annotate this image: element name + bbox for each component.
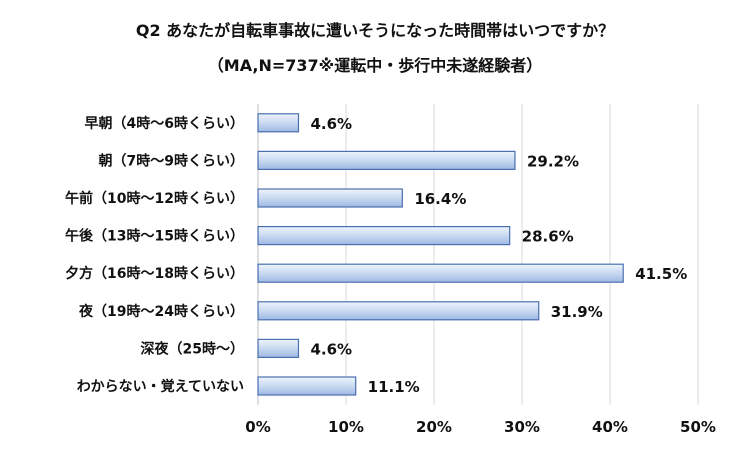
data-label: 31.9% xyxy=(551,303,603,321)
category-label: 午後（13時～15時くらい） xyxy=(65,228,244,245)
data-label: 11.1% xyxy=(368,378,420,396)
category-label: 早朝（4時～6時くらい） xyxy=(85,115,244,132)
data-label: 16.4% xyxy=(414,190,466,208)
x-tick-label: 50% xyxy=(680,418,716,436)
bar xyxy=(257,226,511,246)
category-label: 夕方（16時～18時くらい） xyxy=(65,265,244,282)
x-tick-label: 30% xyxy=(504,418,540,436)
category-label: 深夜（25時～） xyxy=(141,340,244,357)
x-tick-label: 40% xyxy=(592,418,628,436)
x-tick-label: 20% xyxy=(416,418,452,436)
x-tick-label: 10% xyxy=(328,418,364,436)
data-label: 4.6% xyxy=(310,115,352,133)
chart-title: Q2 あなたが自転車事故に遭いそうになった時間帯はいつですか？ xyxy=(135,21,615,40)
category-label: 午前（10時～12時くらい） xyxy=(65,190,244,207)
category-label: 夜（19時～24時くらい） xyxy=(78,303,244,320)
bar xyxy=(257,113,300,133)
bar xyxy=(257,188,403,208)
x-tick-label: 0% xyxy=(245,418,270,436)
data-label: 4.6% xyxy=(310,340,352,358)
bar xyxy=(257,263,624,283)
data-label: 28.6% xyxy=(522,228,574,246)
bar xyxy=(257,338,300,358)
bar xyxy=(257,150,516,170)
category-label: わからない・覚えていない xyxy=(77,378,244,395)
bar xyxy=(257,376,357,396)
bar xyxy=(257,301,540,321)
data-label: 29.2% xyxy=(527,152,579,170)
data-label: 41.5% xyxy=(635,265,687,283)
category-label: 朝（7時～9時くらい） xyxy=(99,152,244,169)
chart-subtitle: （MA,N=737※運転中・歩行中未遂経験者） xyxy=(207,56,543,75)
